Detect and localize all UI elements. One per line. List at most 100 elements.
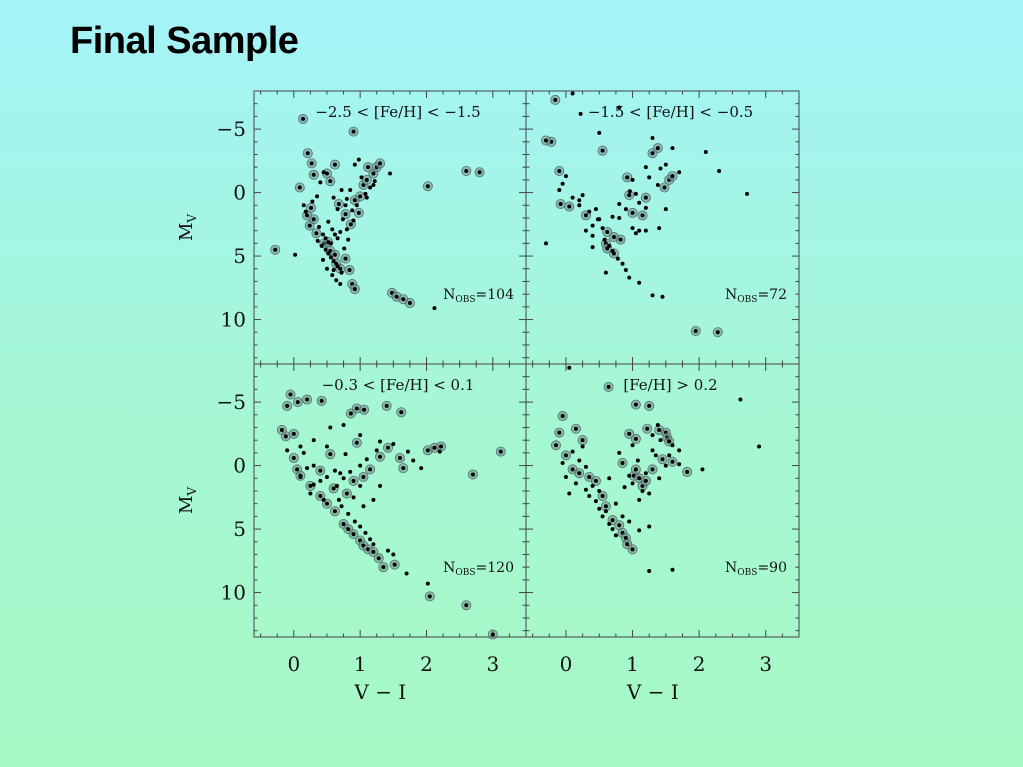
data-point [610,214,615,219]
circled-point [583,213,588,218]
data-point [323,247,328,252]
circled-point [477,170,482,175]
data-point [670,146,675,151]
circled-point [640,213,645,218]
circled-point [288,392,293,397]
x-axis-label: V − I [353,680,406,704]
panel-top-right: −1.5 < [Fe/H] < −0.5 NOBS=72 [525,90,800,365]
circled-point [378,454,383,459]
y-axis-label: MV [176,214,199,241]
data-point [647,175,652,180]
data-point [348,188,353,193]
x-tick-label: 3 [759,652,772,676]
data-point [344,227,349,232]
circled-point [307,223,312,228]
circled-point [347,268,352,273]
data-point [351,495,356,500]
circled-point [378,161,383,166]
circled-point [309,205,314,210]
data-point [305,466,310,471]
panel-metallicity-label: [Fe/H] > 0.2 [623,376,717,394]
data-point [630,443,635,448]
circled-point [338,266,343,271]
data-point [567,491,572,496]
data-point [359,175,364,180]
data-point [643,165,648,170]
circled-point [344,491,349,496]
x-tick-label: 0 [560,652,573,676]
data-point [630,481,635,486]
data-point [352,519,357,524]
data-point [602,237,607,242]
data-point [358,524,363,529]
data-point [583,487,588,492]
data-point [326,251,331,256]
data-point [326,219,331,224]
circled-point [368,467,373,472]
x-tick-label: 0 [287,652,300,676]
circled-point [371,171,376,176]
data-point [667,453,672,458]
circled-point [352,198,357,203]
circled-point [384,403,389,408]
panel-frame [525,363,800,638]
data-point [620,514,625,519]
circled-point [630,210,635,215]
circled-point [314,231,319,236]
circled-point [352,287,357,292]
data-point [617,215,622,220]
data-point [757,444,762,449]
nobs-label: NOBS=90 [725,560,787,578]
data-point [419,466,424,471]
circled-point [662,185,667,190]
data-point [677,448,682,453]
data-point [432,306,437,311]
circled-point [401,297,406,302]
data-point [615,256,620,261]
data-point [578,111,583,116]
y-tick-label: 5 [233,517,246,541]
data-point [371,497,376,502]
circled-point [371,549,376,554]
circled-point [560,414,565,419]
data-point [332,232,337,237]
panel-frame [525,90,800,365]
data-point [330,273,335,278]
data-point [603,270,608,275]
circled-point [297,185,302,190]
data-point [637,497,642,502]
data-point [597,506,602,511]
circled-point [563,453,568,458]
circled-point [392,562,397,567]
data-point [620,261,625,266]
data-point [647,524,652,529]
data-point [324,475,329,480]
y-axis-label: MV [176,487,199,514]
circled-point [394,294,399,299]
panel-top-left: −2.5 < [Fe/H] < −1.5 NOBS=104 −5 0 5 10 MV [176,90,527,365]
data-point [663,162,668,167]
data-point [358,463,363,468]
circled-point [332,252,337,257]
data-point [334,278,339,283]
data-point [640,488,645,493]
data-point [310,199,315,204]
data-point [643,471,648,476]
data-point [318,478,323,483]
circled-point [643,195,648,200]
circled-point [311,217,316,222]
data-point [703,149,708,154]
circled-point [319,398,324,403]
nobs-label: NOBS=104 [443,287,514,305]
circled-point [305,213,310,218]
data-point [637,528,642,533]
circled-point [332,509,337,514]
circled-point [603,504,608,509]
data-point [318,180,323,185]
data-point [328,241,333,246]
data-point [303,209,308,214]
data-point [600,226,605,231]
circled-point [348,222,353,227]
circled-point [311,172,316,177]
